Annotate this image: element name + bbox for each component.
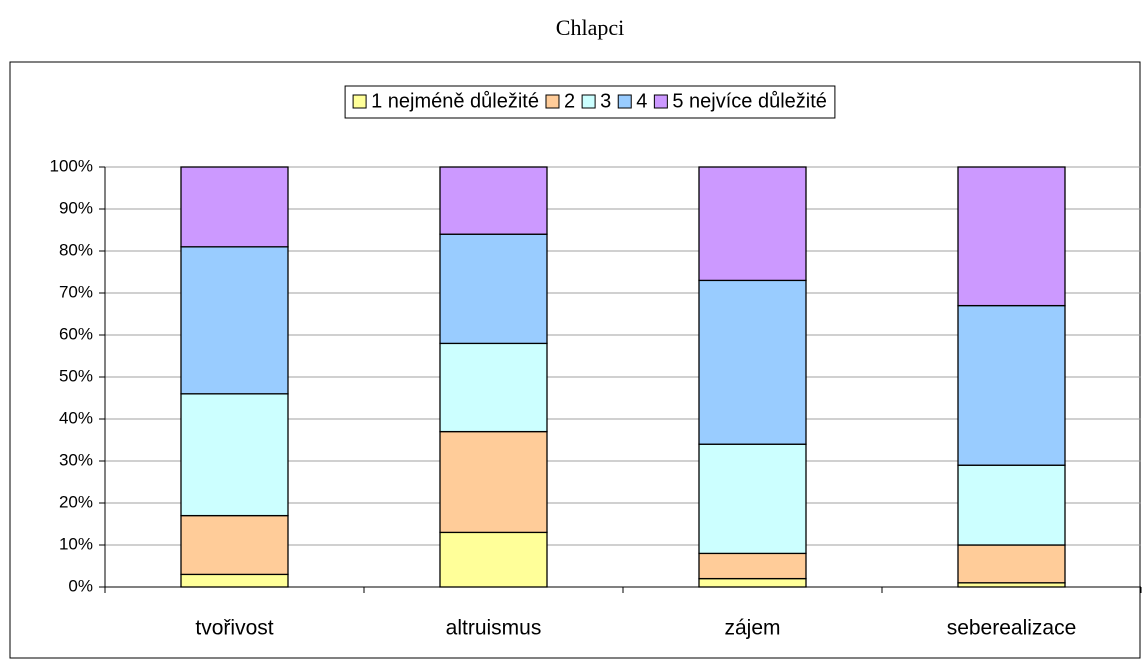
- legend-swatch: [545, 94, 560, 109]
- y-tick-label: 50%: [59, 366, 93, 385]
- legend-label: 5 nejvíce důležité: [672, 90, 827, 112]
- y-tick-label: 80%: [59, 240, 93, 259]
- y-tick-label: 100%: [50, 156, 93, 175]
- x-tick-label: tvořivost: [195, 617, 273, 640]
- bar-segment: [698, 577, 807, 588]
- bar-segment: [180, 393, 289, 517]
- legend-label: 2: [564, 90, 575, 112]
- legend-label: 1 nejméně důležité: [371, 90, 539, 112]
- bar-segment: [180, 514, 289, 576]
- legend-swatch: [581, 94, 596, 109]
- y-tick-label: 90%: [59, 198, 93, 217]
- x-tick-label: zájem: [724, 617, 780, 640]
- bar-segment: [698, 552, 807, 580]
- bar-segment: [180, 166, 289, 248]
- bar-segment: [957, 544, 1066, 584]
- legend-swatch: [653, 94, 668, 109]
- y-tick-label: 10%: [59, 534, 93, 553]
- x-tick-label: seberealizace: [947, 617, 1077, 640]
- bar-segment: [439, 233, 548, 345]
- bar-segment: [180, 573, 289, 588]
- bar-segment: [957, 166, 1066, 307]
- legend-swatch: [617, 94, 632, 109]
- bar-segment: [698, 279, 807, 445]
- bar-segment: [957, 304, 1066, 466]
- y-tick-label: 60%: [59, 324, 93, 343]
- bar-segment: [180, 246, 289, 395]
- legend-label: 4: [636, 90, 647, 112]
- bar-segment: [957, 464, 1066, 546]
- bar-segment: [698, 166, 807, 282]
- bar-segment: [698, 443, 807, 555]
- legend-swatch: [352, 94, 367, 109]
- chart-title: Chlapci: [556, 15, 624, 40]
- y-tick-label: 70%: [59, 282, 93, 301]
- y-tick-label: 40%: [59, 408, 93, 427]
- x-tick-label: altruismus: [446, 617, 542, 640]
- bar-segment: [439, 430, 548, 534]
- bar-segment: [439, 166, 548, 235]
- y-tick-label: 0%: [68, 576, 93, 595]
- y-tick-label: 20%: [59, 492, 93, 511]
- legend-label: 3: [600, 90, 611, 112]
- bar-segment: [439, 342, 548, 433]
- bar-segment: [439, 531, 548, 588]
- y-tick-label: 30%: [59, 450, 93, 469]
